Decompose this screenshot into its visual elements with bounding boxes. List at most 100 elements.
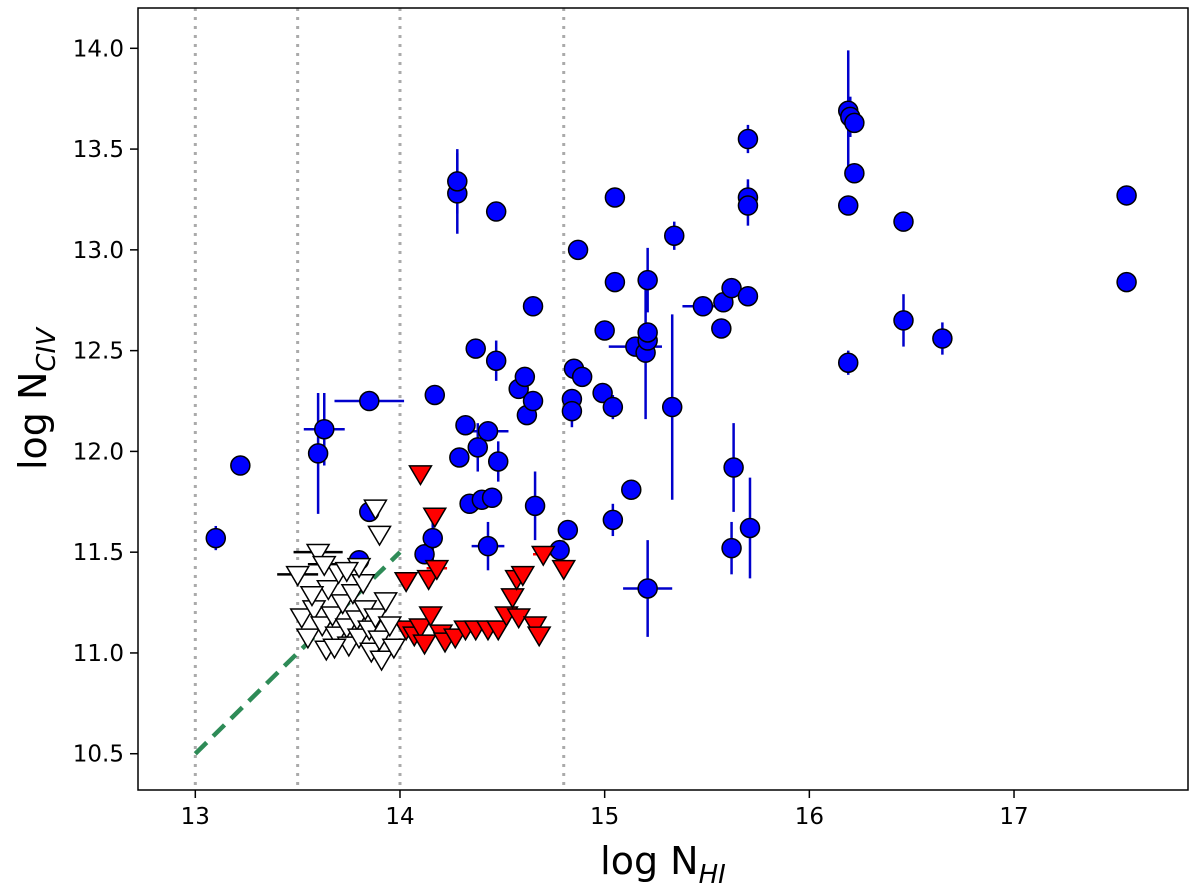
upper-limit-white-point bbox=[322, 638, 347, 660]
detection-point bbox=[485, 201, 507, 222]
detection-point bbox=[721, 277, 742, 299]
y-tick-label: 12.5 bbox=[73, 339, 124, 365]
detection-point bbox=[455, 414, 476, 436]
upper-limit-white-point bbox=[363, 499, 388, 521]
y-tick-label: 11.0 bbox=[73, 641, 124, 667]
detection-point bbox=[514, 366, 536, 388]
x-tick-label: 17 bbox=[999, 804, 1028, 830]
x-tick-label: 15 bbox=[590, 804, 619, 830]
y-axis-label-main: log N bbox=[11, 372, 55, 470]
data-markers bbox=[205, 100, 1137, 672]
y-tick-label: 13.0 bbox=[73, 238, 124, 264]
y-tick-label: 11.5 bbox=[73, 540, 124, 566]
upper-limit-red-point bbox=[510, 565, 536, 587]
detection-point bbox=[230, 455, 251, 476]
detection-point bbox=[602, 509, 624, 531]
y-tick-label: 12.0 bbox=[73, 439, 124, 465]
detection-point bbox=[844, 112, 865, 134]
x-tick-label: 16 bbox=[795, 804, 824, 830]
detection-point bbox=[637, 322, 658, 343]
upper-limit-white-point bbox=[299, 586, 325, 607]
detection-point bbox=[485, 350, 507, 371]
detection-point bbox=[487, 451, 509, 472]
upper-limit-red-point bbox=[500, 588, 525, 609]
upper-limit-white-point bbox=[367, 525, 392, 547]
upper-limit-red-point bbox=[408, 465, 433, 487]
detection-point bbox=[477, 535, 499, 557]
detection-point bbox=[414, 543, 435, 565]
x-axis-label: log NHI bbox=[600, 839, 726, 890]
upper-limit-white-point bbox=[285, 565, 310, 587]
detection-point bbox=[932, 328, 953, 349]
upper-limit-red-point bbox=[418, 606, 444, 628]
upper-limit-white-point bbox=[305, 543, 331, 565]
detection-point bbox=[549, 539, 570, 561]
detection-point bbox=[837, 352, 859, 373]
upper-limit-red-point bbox=[393, 571, 419, 593]
detection-point bbox=[664, 225, 685, 246]
upper-limit-red-point bbox=[530, 545, 556, 567]
detection-point bbox=[602, 396, 624, 418]
y-tick-label: 10.5 bbox=[73, 742, 124, 768]
upper-limit-white-point bbox=[330, 594, 355, 616]
upper-limit-white-point bbox=[316, 580, 341, 601]
upper-limit-white-point bbox=[373, 592, 398, 614]
vertical-reference-lines bbox=[193, 8, 566, 790]
detection-point bbox=[592, 382, 613, 404]
y-axis-ticks: 10.5 11.0 11.5 12.0 12.5 13.0 13.5 14.0 bbox=[73, 36, 138, 768]
upper-limit-red-point bbox=[422, 507, 448, 529]
detection-point bbox=[477, 420, 499, 442]
x-tick-label: 13 bbox=[181, 804, 210, 830]
upper-limit-red-point bbox=[442, 628, 468, 650]
detection-point bbox=[571, 366, 593, 388]
upper-limit-white-point bbox=[381, 638, 407, 660]
detection-point bbox=[481, 487, 503, 509]
upper-limit-white-point bbox=[311, 555, 337, 577]
detection-point bbox=[739, 517, 761, 539]
detection-point bbox=[314, 418, 335, 440]
x-axis-ticks: 13 14 15 16 17 bbox=[181, 790, 1029, 830]
y-axis-label: log NCIV bbox=[11, 326, 62, 470]
upper-limit-red-point bbox=[526, 626, 552, 648]
detection-point bbox=[561, 400, 583, 422]
upper-limit-white-point bbox=[340, 584, 366, 605]
detection-point bbox=[604, 271, 626, 293]
detection-point bbox=[307, 443, 329, 464]
y-tick-label: 13.5 bbox=[73, 137, 124, 163]
detection-point bbox=[524, 495, 546, 517]
detection-point bbox=[449, 447, 470, 468]
x-axis-label-sub: HI bbox=[699, 860, 726, 890]
detection-point bbox=[359, 390, 380, 412]
detection-point bbox=[424, 384, 446, 406]
detection-point bbox=[465, 338, 486, 359]
detection-point bbox=[721, 537, 742, 559]
detection-point bbox=[447, 171, 468, 192]
detection-point bbox=[893, 310, 914, 331]
upper-limit-white-point bbox=[289, 608, 315, 630]
upper-limit-white-point bbox=[320, 606, 345, 628]
upper-limit-white-point bbox=[346, 628, 372, 650]
detection-point bbox=[467, 437, 489, 458]
detection-point bbox=[594, 320, 615, 341]
detection-point bbox=[661, 396, 683, 418]
detection-point bbox=[737, 195, 759, 216]
detection-point bbox=[557, 519, 579, 541]
detection-point bbox=[737, 128, 759, 150]
detection-point bbox=[711, 318, 732, 339]
upper-limit-white-point bbox=[377, 616, 403, 638]
y-axis-label-sub: CIV bbox=[32, 326, 62, 372]
upper-limit-red-point bbox=[412, 634, 437, 656]
upper-limit-red-point bbox=[424, 559, 450, 581]
detection-point bbox=[522, 296, 544, 317]
upper-limit-white-point bbox=[295, 628, 321, 650]
upper-limit-red-point bbox=[408, 618, 433, 640]
detection-point bbox=[737, 285, 759, 307]
detection-point bbox=[893, 211, 914, 232]
detection-point bbox=[205, 527, 227, 549]
y-tick-label: 14.0 bbox=[73, 36, 124, 62]
upper-limit-white-point bbox=[369, 650, 394, 672]
detection-point bbox=[844, 163, 865, 184]
detection-point bbox=[1116, 185, 1137, 206]
plot-frame bbox=[137, 7, 1189, 791]
